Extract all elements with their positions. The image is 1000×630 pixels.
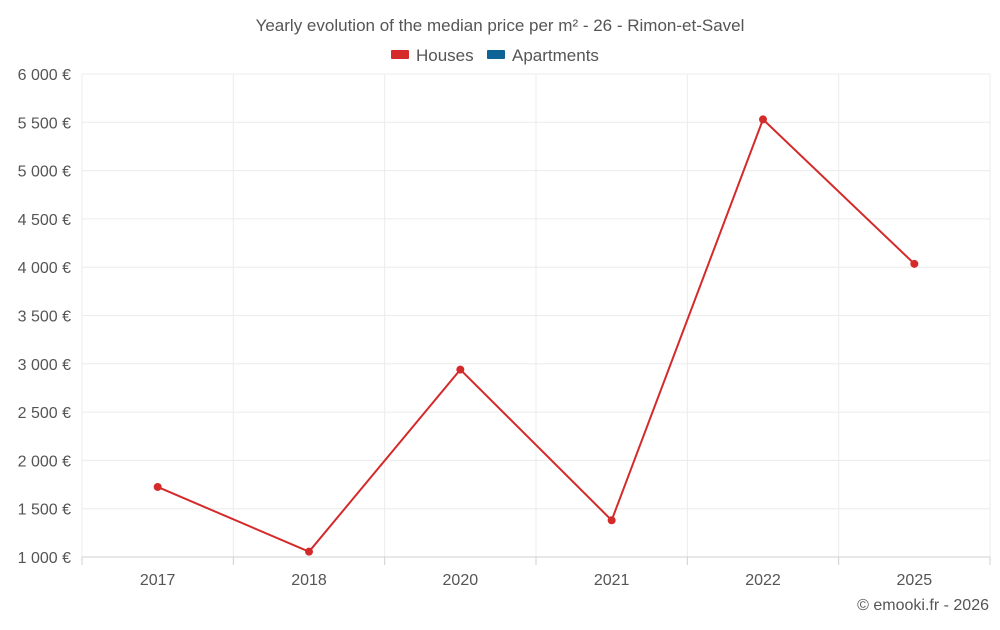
houses-data-point[interactable] <box>910 259 919 268</box>
houses-line <box>157 118 916 553</box>
x-tick-label: 2021 <box>594 572 630 589</box>
legend-swatch-apartments[interactable] <box>487 50 505 59</box>
y-tick-label: 5 500 € <box>18 115 71 132</box>
houses-data-point[interactable] <box>759 115 767 124</box>
axes <box>81 556 991 565</box>
credit-text: © emooki.fr - 2026 <box>857 597 989 614</box>
grid-lines <box>81 73 991 557</box>
x-tick-label: 2022 <box>745 572 781 589</box>
y-tick-label: 5 000 € <box>18 164 71 181</box>
y-tick-label: 3 000 € <box>18 357 71 374</box>
y-tick-label: 4 500 € <box>18 212 71 229</box>
x-tick-label: 2020 <box>443 572 479 589</box>
y-tick-label: 3 500 € <box>18 309 71 326</box>
chart-title: Yearly evolution of the median price per… <box>256 16 745 35</box>
legend-label-houses[interactable]: Houses <box>416 46 474 65</box>
x-tick-label: 2018 <box>291 572 327 589</box>
x-tick-label: 2017 <box>140 572 176 589</box>
y-tick-label: 1 000 € <box>18 550 71 567</box>
x-axis-ticks: 2017 2018 2020 2021 2022 2025 <box>140 572 932 589</box>
y-tick-label: 2 500 € <box>18 405 71 422</box>
legend: Houses Apartments <box>391 46 599 65</box>
x-tick-label: 2025 <box>897 572 933 589</box>
legend-swatch-houses[interactable] <box>391 50 409 59</box>
houses-data-point[interactable] <box>456 365 465 374</box>
y-tick-label: 2 000 € <box>18 453 71 470</box>
houses-data-point[interactable] <box>153 482 162 491</box>
houses-data-point[interactable] <box>305 547 313 556</box>
y-tick-label: 4 000 € <box>18 260 71 277</box>
series-houses <box>153 115 919 556</box>
y-tick-label: 1 500 € <box>18 502 71 519</box>
houses-data-point[interactable] <box>607 516 616 525</box>
y-axis-ticks: 1 000 € 1 500 € 2 000 € 2 500 € 3 000 € 3 500… <box>18 67 71 567</box>
legend-label-apartments[interactable]: Apartments <box>512 46 599 65</box>
y-tick-label: 6 000 € <box>18 67 71 84</box>
